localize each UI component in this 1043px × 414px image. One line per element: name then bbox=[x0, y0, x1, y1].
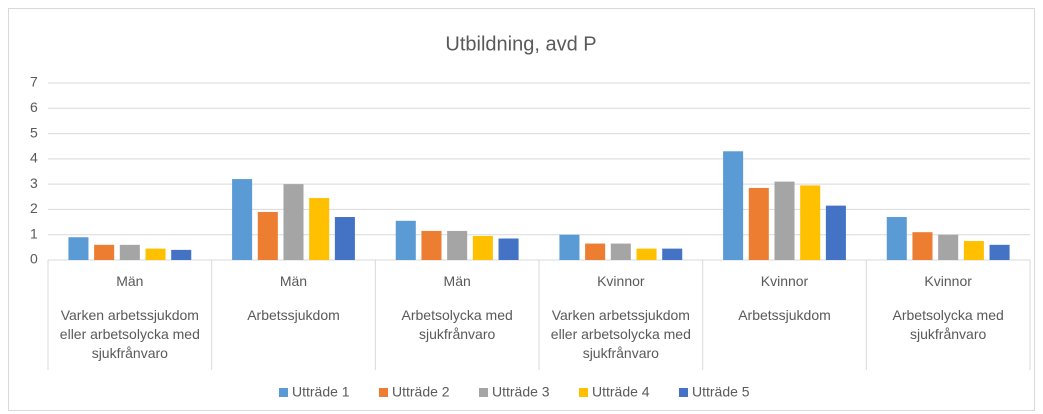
bar bbox=[119, 244, 140, 260]
bar bbox=[912, 232, 933, 260]
bar bbox=[145, 248, 166, 260]
bar bbox=[825, 205, 846, 260]
bar bbox=[472, 235, 493, 260]
bar bbox=[938, 234, 959, 260]
legend-label: Utträde 4 bbox=[592, 384, 650, 400]
bar bbox=[774, 181, 795, 260]
legend-swatch bbox=[279, 388, 288, 397]
bar bbox=[334, 217, 355, 260]
bar bbox=[723, 151, 744, 260]
legend-label: Utträde 3 bbox=[492, 384, 550, 400]
legend-swatch bbox=[379, 388, 388, 397]
legend-label: Utträde 5 bbox=[692, 384, 750, 400]
x-subcategory-label: Arbetssjukdom bbox=[247, 307, 340, 323]
bar bbox=[498, 238, 519, 260]
legend-swatch bbox=[679, 388, 688, 397]
bar bbox=[257, 211, 278, 260]
bar bbox=[171, 249, 192, 260]
bar bbox=[447, 230, 468, 260]
x-tick-label: Män bbox=[443, 273, 471, 289]
x-subcategory-label: Arbetssjukdom bbox=[738, 307, 831, 323]
y-tick-label: 2 bbox=[30, 200, 38, 216]
bar bbox=[395, 220, 416, 260]
legend-swatch bbox=[479, 388, 488, 397]
bar bbox=[559, 234, 580, 260]
legend-label: Utträde 1 bbox=[292, 384, 350, 400]
y-tick-label: 0 bbox=[30, 251, 38, 267]
bar bbox=[232, 179, 253, 260]
bar bbox=[886, 217, 907, 260]
legend-label: Utträde 2 bbox=[392, 384, 450, 400]
x-subcategory-label: Varken arbetssjukdom eller arbetsolycka … bbox=[59, 307, 200, 361]
x-subcategory-label: Arbetsolycka med sjukfrånvaro bbox=[401, 307, 513, 342]
x-tick-label: Kvinnor bbox=[597, 273, 645, 289]
y-tick-label: 3 bbox=[30, 175, 38, 191]
x-tick-label: Män bbox=[279, 273, 308, 289]
bar bbox=[309, 198, 330, 260]
bar bbox=[610, 243, 631, 260]
bar bbox=[748, 187, 769, 260]
y-tick-label: 5 bbox=[30, 124, 38, 140]
x-subcategory-label: Arbetsolycka med sjukfrånvaro bbox=[892, 307, 1004, 342]
bar bbox=[989, 244, 1010, 260]
bar bbox=[636, 248, 657, 260]
bar bbox=[585, 243, 606, 260]
x-tick-label: Kvinnor bbox=[760, 273, 809, 289]
bar bbox=[68, 237, 89, 260]
x-tick-label: Män bbox=[116, 273, 144, 289]
x-subcategory-label: Varken arbetssjukdom eller arbetsolycka … bbox=[550, 307, 691, 361]
y-tick-label: 1 bbox=[30, 225, 38, 241]
bar bbox=[963, 241, 984, 260]
bar bbox=[800, 185, 821, 260]
y-tick-label: 7 bbox=[30, 74, 38, 90]
chart-title: Utbildning, avd P bbox=[445, 33, 596, 55]
legend-swatch bbox=[579, 388, 588, 397]
bar bbox=[94, 244, 115, 260]
bar bbox=[283, 184, 304, 260]
y-tick-label: 4 bbox=[30, 150, 38, 166]
bar bbox=[421, 230, 442, 260]
bar bbox=[662, 248, 683, 260]
y-tick-label: 6 bbox=[30, 99, 38, 115]
x-tick-label: Kvinnor bbox=[924, 273, 972, 289]
